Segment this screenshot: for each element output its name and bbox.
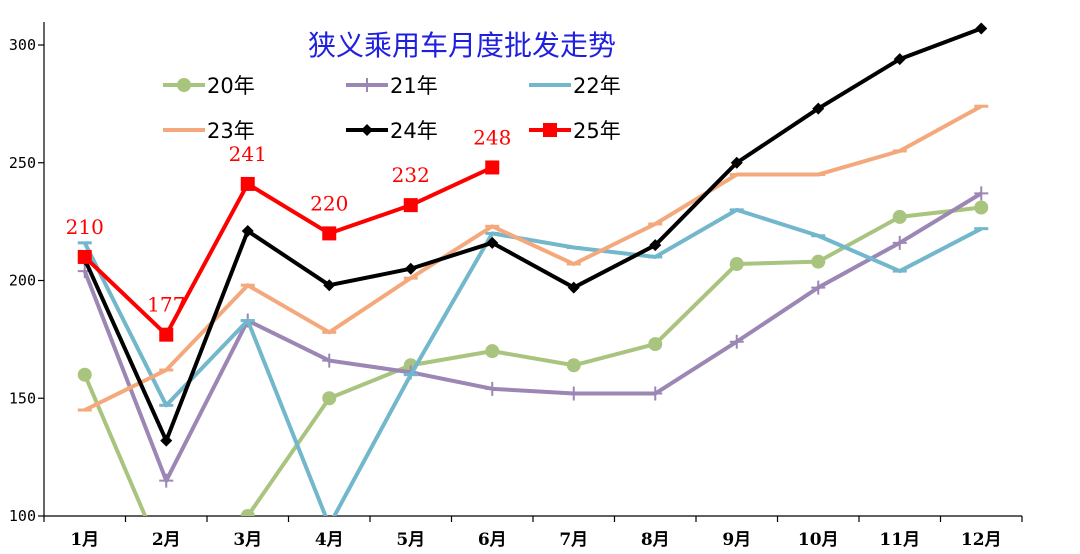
series-0-point	[974, 200, 989, 215]
legend-marker	[360, 78, 374, 92]
y-tick-label: 150	[9, 389, 36, 407]
series-1-point	[485, 381, 500, 396]
series-4-point	[730, 156, 743, 169]
series-1-point	[159, 473, 174, 488]
series-4-point	[323, 279, 336, 292]
series-0-point	[892, 209, 907, 224]
legend-marker	[543, 123, 557, 137]
series-0-point	[811, 254, 826, 269]
data-label: 232	[392, 163, 430, 187]
legend-label: 23年	[207, 119, 255, 143]
axes: 100 150 200 250 300 1月 2月 3月 4月 5月 6月 7月 8月 9月 10月 11月 1…	[9, 22, 1023, 550]
legend-marker	[177, 78, 191, 92]
series-4-point	[893, 53, 906, 66]
series-5-point	[403, 198, 418, 213]
series-0-point	[648, 337, 663, 352]
y-tick-label: 250	[9, 154, 36, 172]
series-5-point	[322, 226, 337, 241]
series-4-point	[486, 236, 499, 249]
series-4-point	[241, 225, 254, 238]
series-line-1	[82, 191, 983, 483]
series-line-2	[82, 207, 983, 516]
x-tick-label: 12月	[961, 530, 1002, 550]
series-0-point	[322, 391, 337, 406]
series-line-3	[83, 104, 983, 412]
series-4-point	[975, 22, 988, 35]
series-1-point	[811, 280, 826, 295]
data-label: 177	[147, 293, 185, 317]
x-tick-label: 6月	[478, 530, 507, 550]
chart-title: 狭义乘用车月度批发走势	[308, 29, 616, 62]
x-tick-label: 1月	[70, 530, 99, 550]
series-0-point	[566, 358, 581, 373]
data-labels: 210 177 241 220 232 248	[66, 125, 512, 316]
series-0-point	[77, 367, 92, 382]
legend-label: 21年	[390, 74, 438, 98]
series-1-point	[729, 334, 744, 349]
y-tick-label: 300	[9, 36, 36, 54]
data-label: 241	[229, 142, 267, 166]
series-0-point	[240, 509, 255, 516]
series-1-point	[892, 235, 907, 250]
legend-label: 25年	[573, 119, 621, 143]
x-tick-label: 2月	[152, 530, 181, 550]
legend: 20年 21年 22年 23年 24年 25年	[163, 74, 621, 143]
x-tick-label: 9月	[722, 530, 751, 550]
legend-marker	[361, 124, 373, 136]
series-0-point	[485, 344, 500, 359]
legend-label: 20年	[207, 74, 255, 98]
series-1-point	[974, 186, 989, 201]
series-line-0	[82, 205, 982, 516]
legend-label: 22年	[573, 74, 621, 98]
data-label: 210	[66, 215, 104, 239]
x-tick-label: 10月	[798, 530, 839, 550]
x-tick-label: 11月	[879, 530, 920, 550]
series-4-point	[649, 239, 662, 252]
data-label: 220	[310, 191, 348, 215]
series-5-point	[485, 160, 500, 175]
series-lines	[77, 22, 989, 516]
data-label: 248	[473, 125, 511, 149]
series-4-point	[160, 434, 173, 447]
x-tick-label: 5月	[396, 530, 425, 550]
series-4-point	[404, 262, 417, 275]
x-tick-label: 7月	[559, 530, 588, 550]
series-5-point	[159, 327, 174, 342]
x-tick-label: 3月	[233, 530, 262, 550]
series-5-point	[240, 176, 255, 191]
series-line-5	[83, 165, 494, 337]
x-tick-label: 4月	[315, 530, 344, 550]
x-tick-label: 8月	[641, 530, 670, 550]
series-1-point	[322, 353, 337, 368]
series-line-4	[82, 26, 982, 443]
legend-label: 24年	[390, 119, 438, 143]
y-tick-label: 200	[9, 272, 36, 290]
series-1-point	[566, 386, 581, 401]
series-4-point	[812, 102, 825, 115]
series-0-point	[729, 257, 744, 272]
series-1-point	[648, 386, 663, 401]
series-5-point	[77, 249, 92, 264]
y-tick-label: 100	[9, 507, 36, 525]
series-4-point	[567, 281, 580, 294]
